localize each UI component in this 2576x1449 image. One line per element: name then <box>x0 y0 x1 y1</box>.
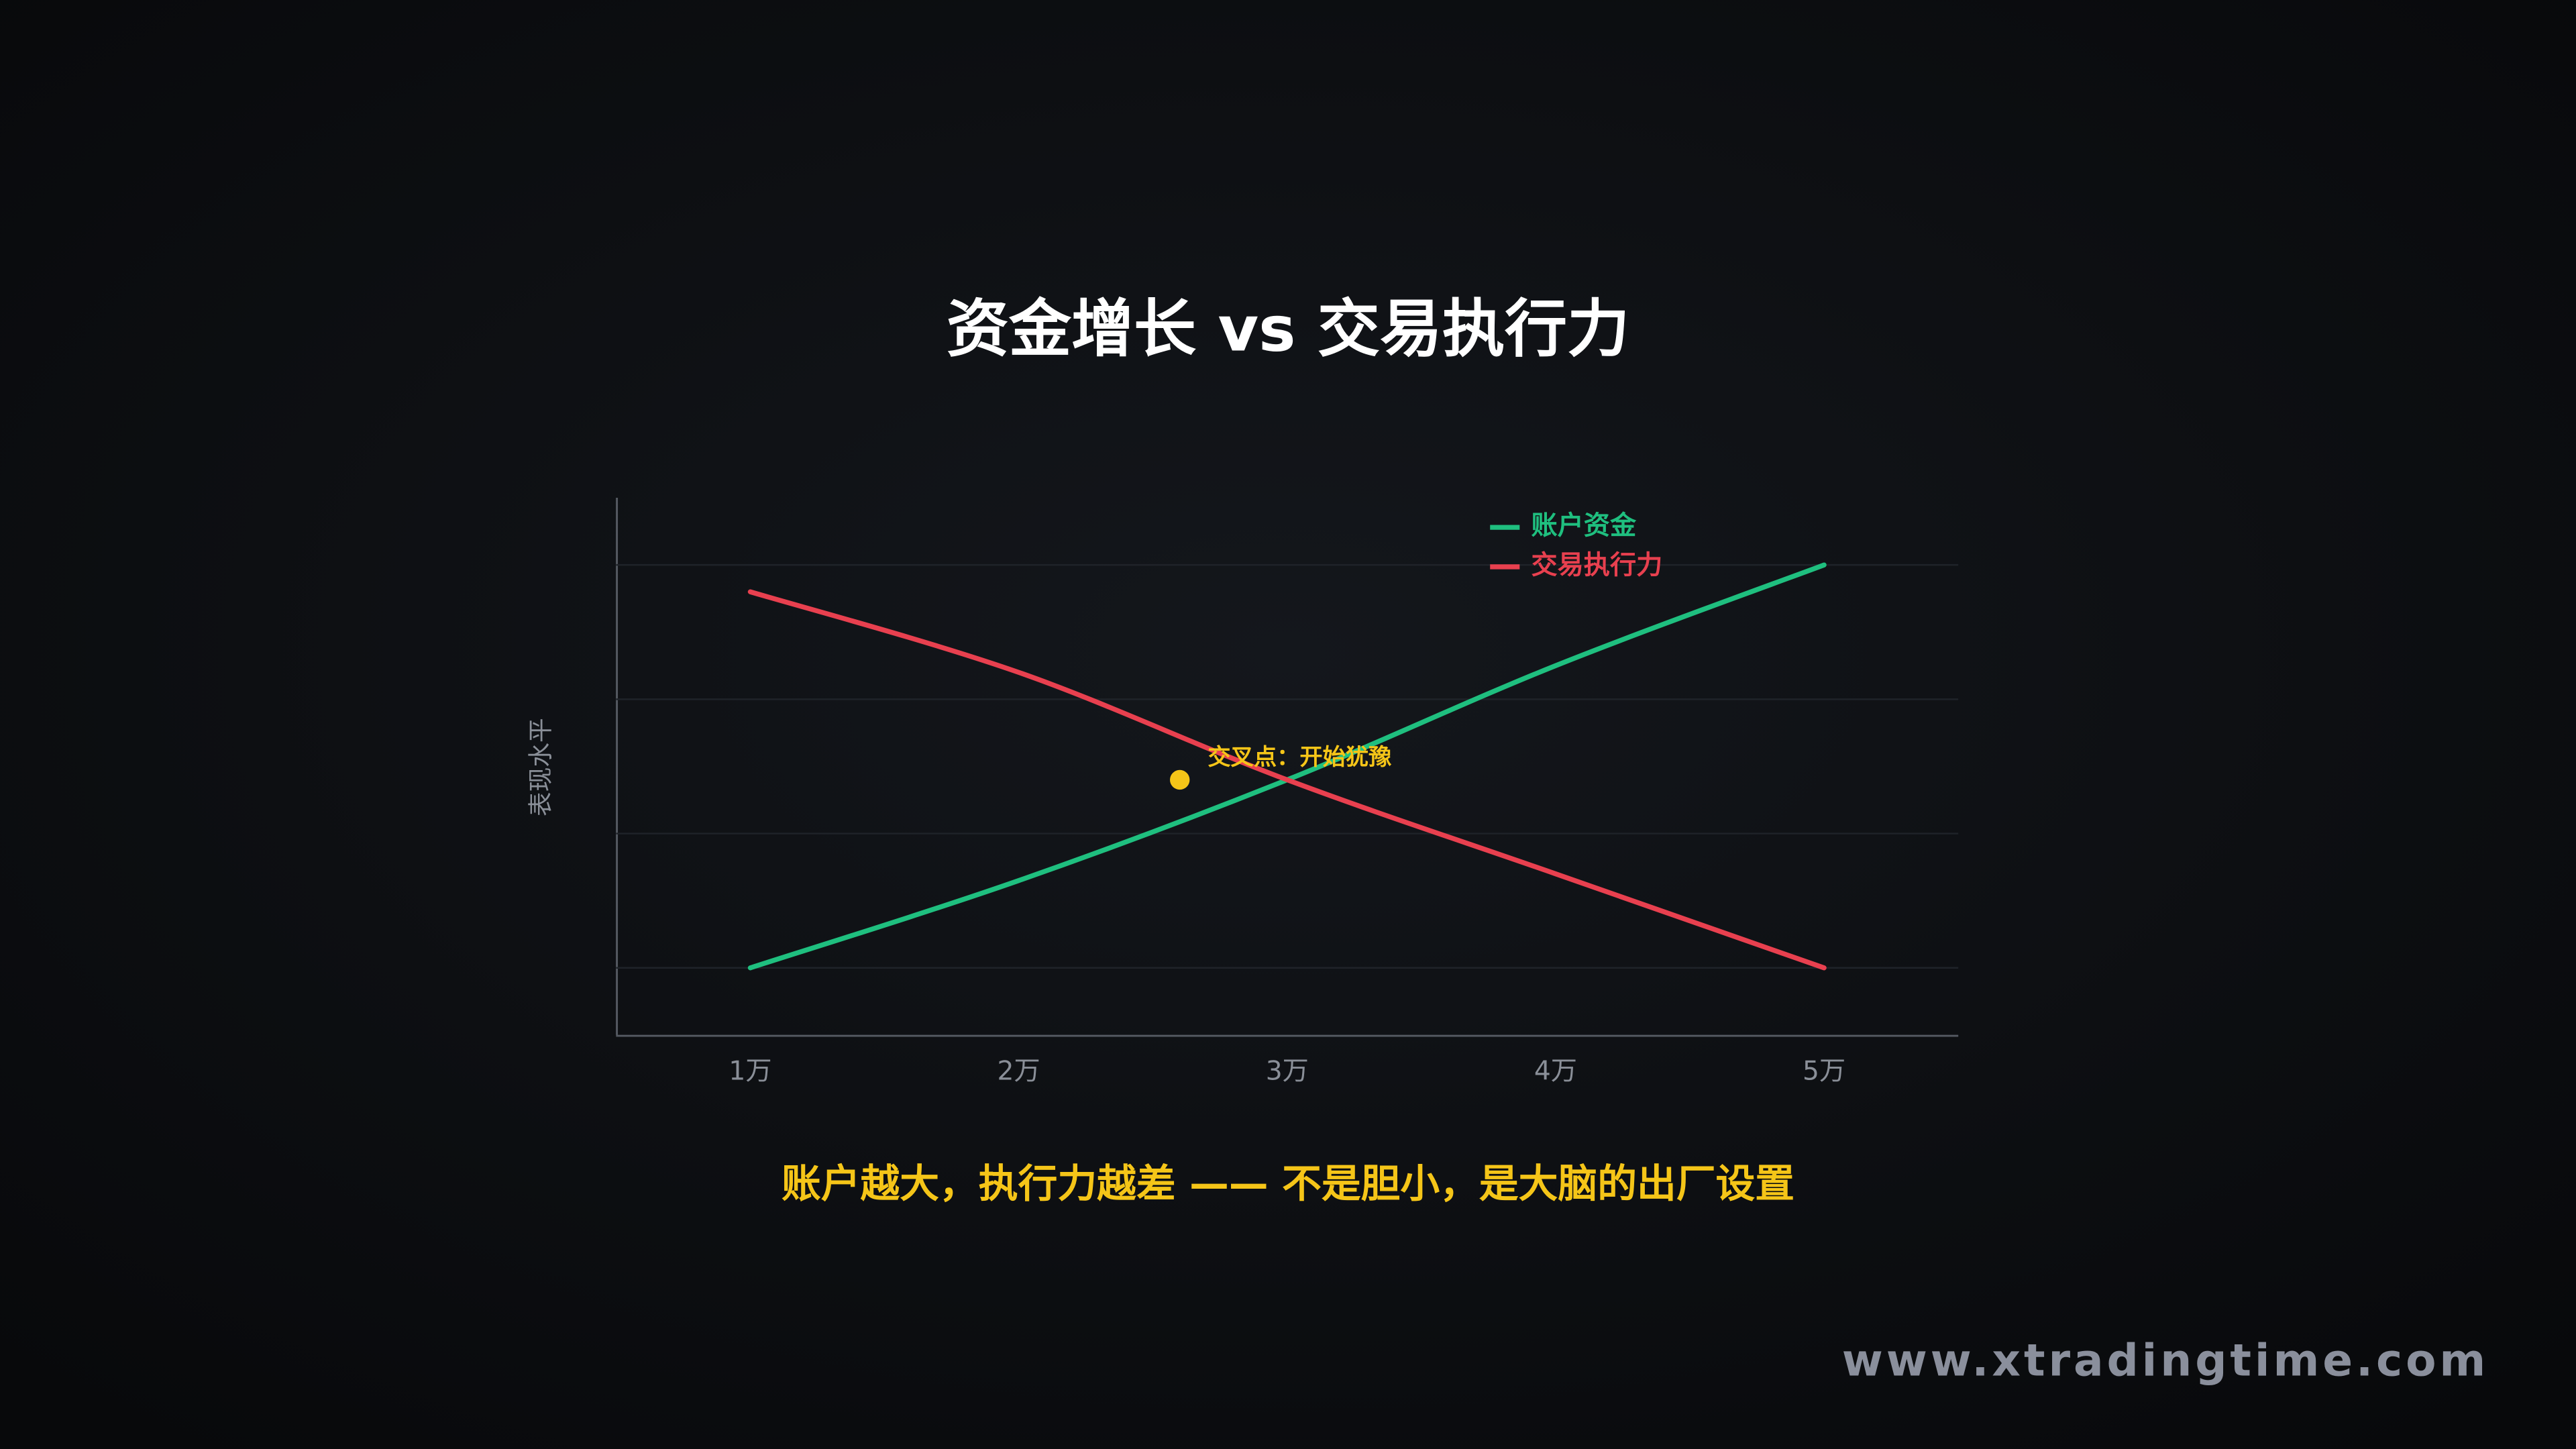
x-tick-label: 1万 <box>729 1057 771 1087</box>
x-tick-label: 2万 <box>998 1057 1040 1087</box>
legend-label: 账户资金 <box>1531 511 1637 541</box>
annotation-text: 交叉点：开始犹豫 <box>1208 744 1392 771</box>
legend-label: 交易执行力 <box>1531 550 1662 580</box>
x-tick-label: 5万 <box>1803 1057 1845 1087</box>
x-tick-label: 3万 <box>1266 1057 1309 1087</box>
annotation-point <box>1170 769 1190 790</box>
caption: 账户越大，执行力越差 —— 不是胆小，是大脑的出厂设置 <box>782 1160 1794 1206</box>
series-line <box>747 589 1827 971</box>
x-tick-label: 4万 <box>1534 1057 1577 1087</box>
y-axis-label: 表现水平 <box>527 718 555 816</box>
chart-title: 资金增长 vs 交易执行力 <box>947 293 1629 366</box>
watermark: www.xtradingtime.com <box>1842 1335 2489 1387</box>
